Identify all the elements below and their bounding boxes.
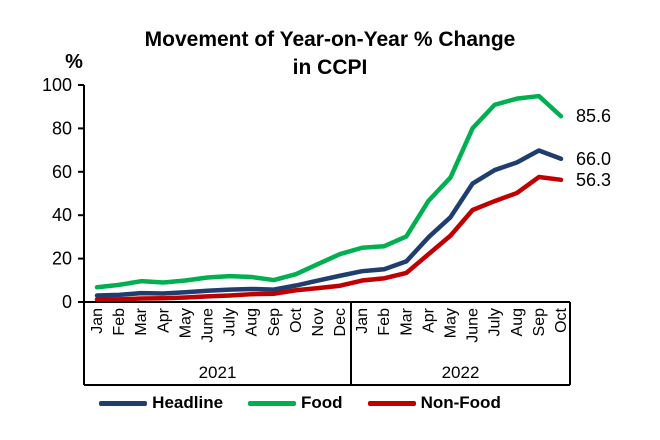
legend: Headline Food Non-Food (0, 393, 600, 413)
legend-item-headline: Headline (99, 393, 223, 413)
x-tick-label: Dec (332, 308, 349, 336)
series-line-nonfood (94, 174, 564, 302)
x-tick-label: Jan (89, 308, 106, 334)
legend-label-nonfood: Non-Food (420, 393, 501, 412)
x-tick-label: Oct (553, 307, 570, 332)
legend-swatch-headline-icon (99, 400, 148, 406)
x-tick-label: Sep (266, 308, 283, 337)
x-tick-label: Feb (111, 308, 128, 336)
end-value-label-headline: 66.0 (576, 149, 611, 169)
year-label: 2022 (442, 363, 480, 382)
y-tick-label: 40 (52, 205, 72, 225)
x-tick-label: Mar (398, 307, 415, 335)
y-tick-label: 80 (52, 118, 72, 138)
x-tick-label: Aug (244, 308, 261, 336)
x-tick-label: July (222, 308, 239, 336)
year-label: 2021 (199, 363, 237, 382)
x-tick-label: Apr (155, 307, 172, 333)
x-tick-label: Mar (133, 307, 150, 335)
series-line-food (94, 93, 564, 290)
y-tick-label: 0 (62, 292, 72, 312)
chart-title: Movement of Year-on-Year % Change in CCP… (0, 26, 660, 82)
legend-item-food: Food (248, 393, 343, 413)
legend-label-headline: Headline (152, 393, 224, 412)
x-tick-label: May (177, 308, 194, 338)
y-axis-unit-label: % (65, 51, 83, 73)
x-tick-label: May (443, 308, 460, 338)
legend-label-food: Food (301, 393, 343, 412)
x-tick-label: Apr (420, 307, 437, 333)
y-tick-label: 100 (42, 75, 72, 95)
x-tick-label: Aug (509, 308, 526, 336)
chart-title-line2: in CCPI (292, 56, 368, 79)
x-tick-label: Sep (531, 308, 548, 337)
x-tick-label: Oct (288, 307, 305, 332)
chart-title-line1: Movement of Year-on-Year % Change (144, 28, 516, 51)
end-value-label-nonfood: 56.3 (576, 170, 611, 190)
x-tick-label: Feb (376, 308, 393, 336)
x-tick-label: June (199, 308, 216, 343)
end-value-label-food: 85.6 (576, 106, 611, 126)
legend-swatch-nonfood-icon (367, 400, 416, 406)
x-tick-label: July (487, 308, 504, 336)
y-tick-label: 60 (52, 162, 72, 182)
legend-swatch-food-icon (248, 400, 297, 406)
x-tick-label: June (465, 308, 482, 343)
x-tick-label: Jan (354, 308, 371, 334)
x-tick-label: Nov (310, 308, 327, 336)
series-line-headline (94, 148, 564, 298)
y-tick-label: 20 (52, 249, 72, 269)
legend-item-nonfood: Non-Food (367, 393, 501, 413)
